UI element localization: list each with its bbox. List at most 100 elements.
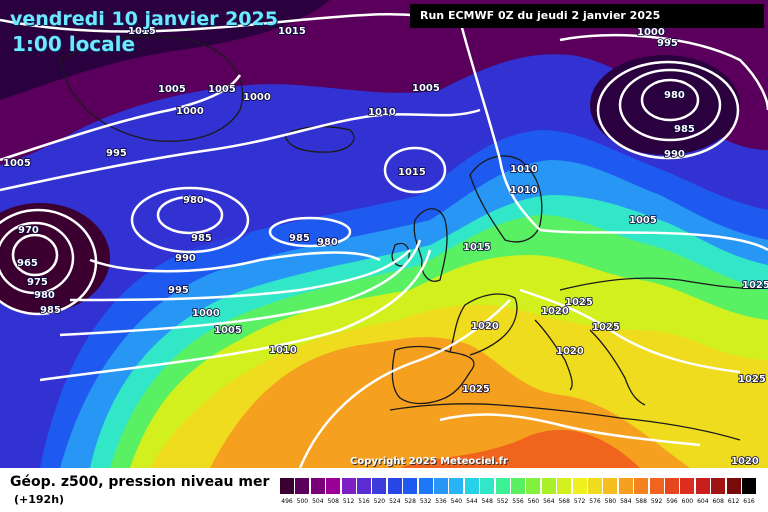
legend-swatch (511, 478, 525, 494)
legend-tick-label: 560 (527, 498, 540, 505)
legend-tick-label: 540 (450, 498, 463, 505)
isobar (618, 68, 722, 142)
forecast-time-title: 1:00 locale (12, 32, 136, 56)
isobar-pressure-label: 1010 (269, 345, 297, 356)
legend-swatch (680, 478, 695, 494)
legend-tick-label: 544 (466, 498, 478, 505)
legend-swatch (557, 478, 572, 494)
isobar (39, 249, 432, 382)
isobar-pressure-label: 1015 (278, 26, 306, 37)
isobar-pressure-label: 1000 (176, 106, 204, 117)
legend-swatch (280, 478, 294, 494)
h500-low-core-east (590, 55, 740, 155)
isobar (156, 195, 224, 235)
isobar-pressure-label: 1020 (471, 321, 499, 332)
legend-swatch (434, 478, 448, 494)
isobar (519, 288, 741, 374)
isobar (0, 221, 75, 295)
legend-swatch (588, 478, 602, 494)
legend-tick-label: 524 (389, 498, 401, 505)
coast-britain (413, 208, 448, 282)
isobar-pressure-label: 1010 (368, 107, 396, 118)
isobar-pressure-label: 1010 (510, 185, 538, 196)
isobar-pressure-label: 1020 (541, 306, 569, 317)
model-run-banner: Run ECMWF 0Z du jeudi 2 janvier 2025 (410, 4, 764, 28)
legend-swatch (449, 478, 464, 494)
legend-swatch (464, 478, 479, 494)
isobar (559, 33, 768, 111)
legend-swatch (695, 478, 710, 494)
legend-swatch (372, 478, 387, 494)
isobar-pressure-label: 985 (191, 233, 212, 244)
isobar (0, 74, 242, 162)
isobar-pressure-label: 995 (168, 285, 189, 296)
legend-swatch (711, 478, 726, 494)
legend-tick-label: 592 (650, 498, 663, 505)
legend-tick-label: 576 (589, 498, 601, 505)
legend-swatch (341, 478, 356, 494)
isobar-pressure-label: 1025 (565, 297, 593, 308)
legend-swatch (403, 478, 418, 494)
coast-italy (534, 319, 573, 391)
coast-eastern-europe (559, 277, 768, 291)
isobar-pressure-label: 980 (317, 237, 338, 248)
isobar (130, 186, 250, 254)
isobar-pressure-label: 1025 (738, 374, 766, 385)
h500-band-ring-west (120, 180, 260, 250)
legend-tick-label: 572 (573, 498, 586, 505)
legend-tick-label: 584 (620, 498, 632, 505)
legend-tick-label: 548 (481, 498, 493, 505)
isobar-pressure-label: 1025 (462, 384, 490, 395)
legend-tick-label: 516 (358, 498, 370, 505)
legend-tick-label: 520 (373, 498, 386, 505)
legend-swatch (603, 478, 618, 494)
isobar-pressure-label: 1000 (192, 308, 220, 319)
isobar-pressure-label: 980 (664, 90, 685, 101)
legend-swatch (418, 478, 433, 494)
legend-tick-label: 596 (666, 498, 678, 505)
legend-tick-label: 528 (404, 498, 416, 505)
isobar-pressure-label: 1000 (243, 92, 271, 103)
legend-tick-label: 580 (604, 498, 617, 505)
isobar-pressure-label: 990 (664, 149, 685, 160)
legend-swatch (526, 478, 541, 494)
legend-tick-label: 616 (743, 498, 755, 505)
forecast-date-title: vendredi 10 janvier 2025 (10, 8, 278, 30)
isobar-pressure-label: 995 (106, 148, 127, 159)
legend-tick-label: 612 (727, 498, 740, 505)
isobar-pressure-label: 1005 (208, 84, 236, 95)
isobar-pressure-label: 970 (18, 225, 39, 236)
isobar-pressure-label: 1005 (412, 83, 440, 94)
isobar (298, 299, 511, 468)
isobar (383, 146, 447, 194)
legend-swatch (541, 478, 556, 494)
isobar (11, 233, 59, 277)
isobars (0, 13, 768, 468)
legend-tick-label: 536 (435, 498, 447, 505)
isobar-pressure-label: 1025 (592, 322, 620, 333)
isobar (59, 239, 422, 337)
legend-tick-label: 500 (296, 498, 309, 505)
isobar-pressure-label: 1020 (731, 456, 759, 467)
coast-balkans (589, 329, 646, 406)
legend-tick-label: 600 (681, 498, 694, 505)
legend-swatch (618, 478, 633, 494)
isobar (0, 108, 481, 192)
isobar (539, 228, 768, 252)
isobar (596, 60, 740, 160)
coast-iberia (391, 345, 475, 405)
isobar (0, 13, 451, 33)
isobar-pressure-label: 985 (674, 124, 695, 135)
isobar (640, 78, 700, 122)
isobar-pressure-label: 980 (34, 290, 55, 301)
legend-swatch (665, 478, 679, 494)
coast-scandinavia (469, 155, 543, 243)
coast-greenland (59, 35, 244, 142)
isobar-pressure-label: 1025 (742, 280, 768, 291)
isobar-pressure-label: 965 (17, 258, 38, 269)
isobar (69, 249, 411, 302)
legend-tick-label: 564 (543, 498, 555, 505)
isobar-pressure-label: 1000 (637, 27, 665, 38)
